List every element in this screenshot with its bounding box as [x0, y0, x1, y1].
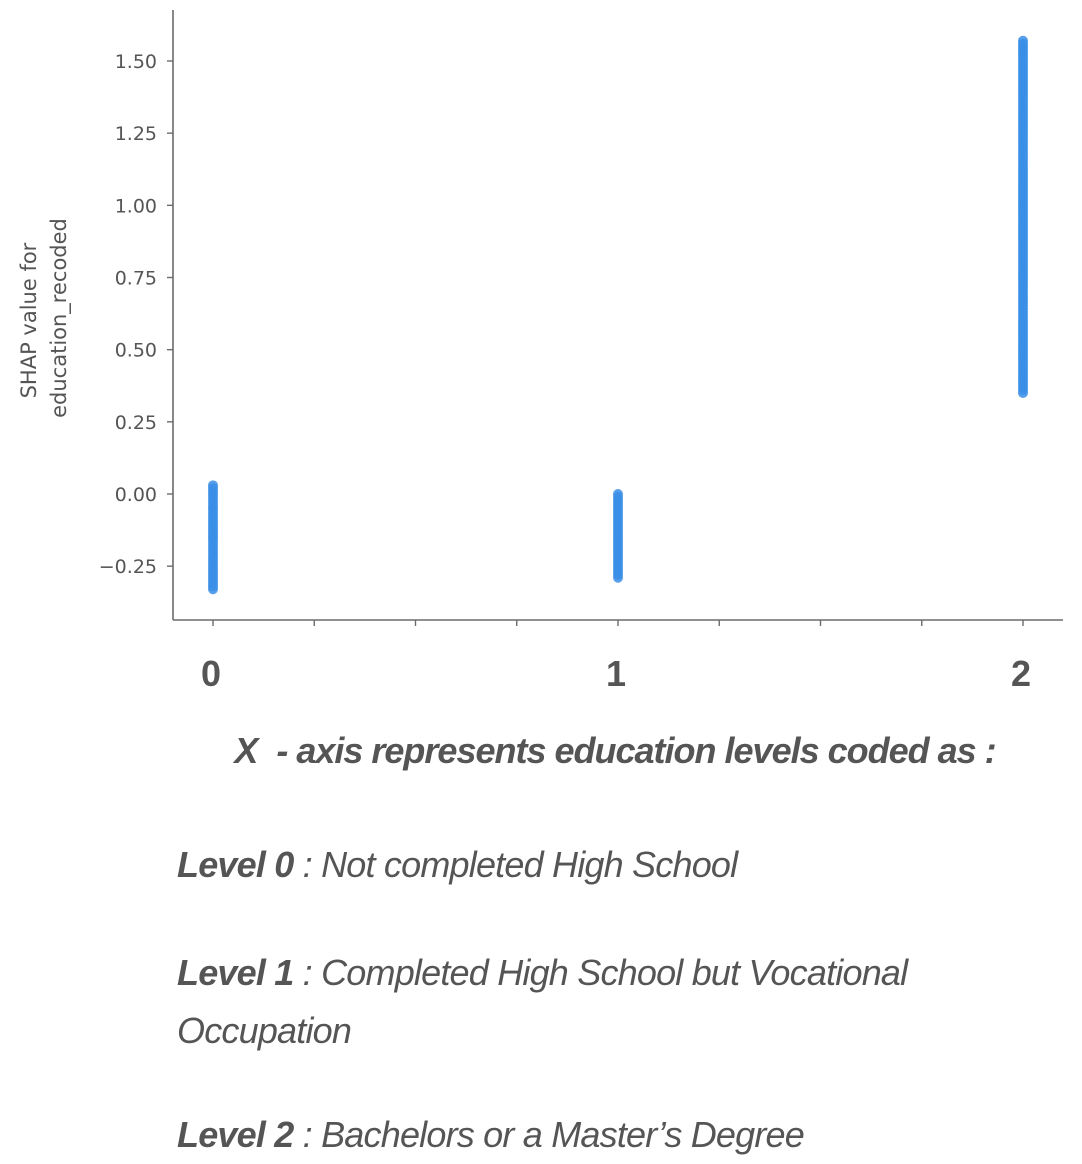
y-tick-label: 0.25 [115, 412, 157, 434]
legend-title-x: X [234, 730, 258, 771]
y-axis-label: SHAP value for education_recoded [17, 218, 72, 418]
level-0-description: Level 0 : Not completed High School [177, 836, 997, 894]
y-tick-label: 1.00 [115, 195, 157, 217]
y-tick-label: 0.00 [115, 484, 157, 506]
y-tick-label: 1.25 [115, 123, 157, 145]
plot-area: 1.50 1.25 1.00 0.75 0.50 0.25 0.00 −0.25 0 1 2 [99, 10, 1063, 694]
data-point [613, 572, 623, 583]
level-2-separator: : [293, 1114, 322, 1155]
y-axis-label-line-1: SHAP value for [17, 242, 41, 398]
data-point [1018, 387, 1028, 398]
x-tick-label: 2 [1011, 653, 1031, 694]
level-0-text: Not completed High School [321, 844, 738, 885]
x-tick-label: 0 [201, 653, 221, 694]
level-0-separator: : [293, 844, 322, 885]
data-point [208, 584, 218, 595]
y-tick-label: 0.75 [115, 268, 157, 290]
level-1-description: Level 1 : Completed High School but Voca… [177, 944, 997, 1060]
y-tick-label: −0.25 [99, 556, 157, 578]
level-0-label: Level 0 [177, 844, 294, 885]
shap-dependence-chart: 1.50 1.25 1.00 0.75 0.50 0.25 0.00 −0.25 0 1 2 SHA… [17, 10, 1063, 694]
legend-title: X - axis represents education levels cod… [0, 730, 1082, 772]
level-2-label: Level 2 [177, 1114, 294, 1155]
legend-title-rest: - axis represents education levels coded… [267, 730, 996, 771]
y-tick-label: 0.50 [115, 340, 157, 362]
level-1-text: Completed High School but Vocational Occ… [177, 952, 908, 1051]
y-tick-label: 1.50 [115, 51, 157, 73]
level-1-separator: : [293, 952, 322, 993]
x-tick-label: 1 [606, 653, 626, 694]
y-axis-label-line-2: education_recoded [47, 218, 72, 418]
level-2-text: Bachelors or a Master’s Degree [321, 1114, 805, 1155]
level-1-label: Level 1 [177, 952, 294, 993]
level-2-description: Level 2 : Bachelors or a Master’s Degree [177, 1106, 997, 1164]
